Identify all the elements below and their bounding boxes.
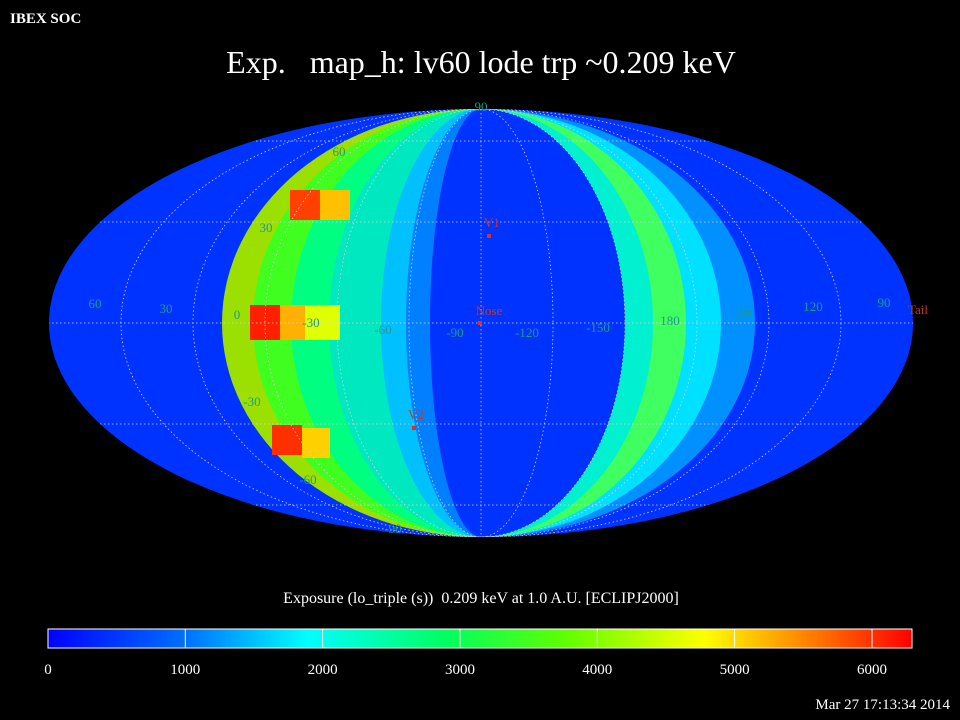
timestamp: Mar 27 17:13:34 2014 [815,697,950,713]
grid-label: 60 [333,144,346,159]
colorbar-tick-label: 5000 [720,662,750,678]
colorbar-tick-label: 2000 [308,662,338,678]
colorbar-label: Exposure (lo_triple (s)) 0.209 keV at 1.… [283,590,679,607]
colorbar [47,628,913,649]
grid-label: -60 [374,322,391,337]
grid-label: -90 [446,325,463,340]
map-title: Exp. map_h: lv60 lode trp ~0.209 keV [226,44,736,80]
grid-label: 180 [660,313,680,328]
grid-label: -30 [302,315,319,330]
marker-point [412,426,416,430]
grid-label: 30 [160,301,173,316]
header-label: IBEX SOC [10,11,81,27]
longitude-labels: 60 30 -30 -60 -90 -120 -150 180 150 120 … [89,295,891,340]
grid-label: -90 [384,521,401,536]
grid-label: 60 [89,296,102,311]
colorbar-tick-label: 4000 [582,662,612,678]
grid-label: -30 [243,394,260,409]
grid-label: 90 [475,99,488,114]
grid-label: 0 [234,307,241,322]
grid-label: 120 [803,299,823,314]
latitude-labels: 90 60 30 0 -30 -60 -90 [234,99,488,536]
colorbar-tick-label: 1000 [170,662,200,678]
grid-label: -60 [299,472,316,487]
marker-point [487,234,491,238]
colorbar-tick-label: 6000 [857,662,887,678]
marker-label: Tail [908,302,928,317]
marker-label: V1 [484,215,500,230]
grid-label: 90 [878,295,891,310]
grid-label: 30 [260,220,273,235]
marker-label: V2 [408,407,424,422]
sky-map [49,109,913,537]
marker-point [478,321,482,325]
colorbar-tick-label: 0 [44,662,52,678]
marker-label: Nose [476,303,503,318]
grid-label: -120 [515,325,539,340]
colorbar-tick-label: 3000 [445,662,475,678]
grid-label: 150 [732,305,752,320]
markers: V1 Nose V2 Tail [408,215,928,430]
grid-label: -150 [586,320,610,335]
colorbar-ticks: 0 1000 2000 3000 4000 5000 6000 [44,629,887,678]
